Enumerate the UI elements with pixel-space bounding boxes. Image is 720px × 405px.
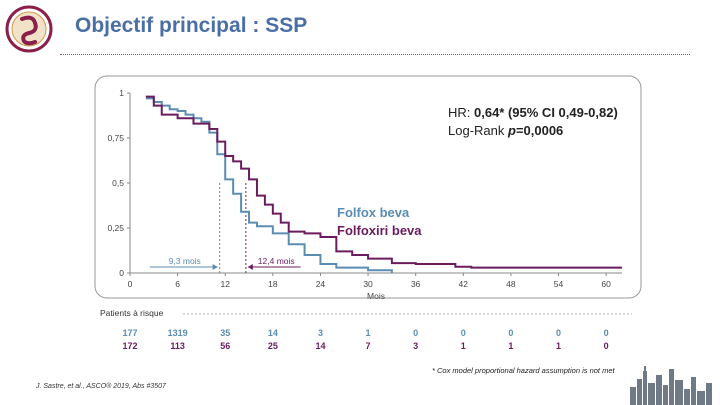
legend-folfoxiri: Folfoxiri beva: [337, 223, 422, 238]
at-risk-folfox-count: 35: [220, 328, 230, 338]
folfox-beva-curve: [145, 97, 393, 273]
cox-footnote: * Cox model proportional hazard assumpti…: [432, 366, 615, 375]
x-tick-label: 6: [175, 279, 180, 289]
hr-stat: HR: 0,64* (95% CI 0,49-0,82): [448, 105, 618, 120]
at-risk-folfoxiri-count: 7: [366, 341, 371, 351]
folfoxiri-arrow-head: [247, 264, 253, 270]
at-risk-folfoxiri-count: 1: [508, 341, 513, 351]
folfoxiri-median-label: 12,4 mois: [258, 256, 295, 266]
legend-folfox: Folfox beva: [337, 205, 410, 220]
folfox-median-label: 9,3 mois: [169, 256, 201, 266]
at-risk-folfoxiri-count: 3: [413, 341, 418, 351]
x-tick-label: 0: [128, 279, 133, 289]
x-axis-label: Mois: [367, 291, 385, 301]
slide-title: Objectif principal : SSP: [75, 14, 308, 37]
citation: J. Sastre, et al., ASCO® 2019, Abs #3507: [36, 383, 166, 390]
y-tick-label: 0,5: [112, 178, 124, 188]
at-risk-folfoxiri-count: 113: [170, 341, 185, 351]
x-tick-label: 42: [459, 279, 469, 289]
median-guides: 9,3 mois 12,4 mois: [149, 183, 301, 273]
y-tick-label: 0,25: [107, 223, 124, 233]
x-tick-label: 54: [554, 279, 564, 289]
y-tick-label: 0,75: [107, 133, 124, 143]
at-risk-folfox-count: 0: [508, 328, 513, 338]
at-risk-table: 177 172 1319 113 35 56 14 25 3 14 1 7 0 3 0 1 0 1 0 1 0 0: [122, 328, 608, 351]
at-risk-folfox-count: 0: [604, 328, 609, 338]
at-risk-folfox-count: 14: [268, 328, 278, 338]
at-risk-folfoxiri-count: 1: [556, 341, 561, 351]
x-tick-label: 24: [316, 279, 326, 289]
survival-curves: [145, 95, 622, 273]
logrank-stat: Log-Rank p=0,0006: [448, 123, 563, 138]
y-tick-label: 0: [119, 268, 124, 278]
at-risk-folfoxiri-count: 14: [315, 341, 325, 351]
x-tick-label: 60: [601, 279, 611, 289]
at-risk-folfox-count: 0: [413, 328, 418, 338]
title-divider: [60, 54, 690, 55]
at-risk-folfox-count: 177: [122, 328, 137, 338]
folfox-arrow-head: [212, 264, 218, 270]
at-risk-folfox-count: 0: [461, 328, 466, 338]
at-risk-folfoxiri-count: 0: [604, 341, 609, 351]
at-risk-folfox-count: 1319: [168, 328, 188, 338]
city-skyline-decoration: [630, 366, 712, 405]
y-tick-label: 1: [119, 88, 124, 98]
at-risk-folfoxiri-count: 172: [122, 341, 137, 351]
at-risk-folfox-count: 3: [318, 328, 323, 338]
x-tick-label: 48: [506, 279, 516, 289]
x-tick-label: 12: [220, 279, 230, 289]
at-risk-folfox-count: 1: [366, 328, 371, 338]
at-risk-label: Patients à risque: [100, 308, 164, 318]
x-tick-label: 36: [411, 279, 421, 289]
folfoxiri-beva-curve: [145, 95, 622, 269]
x-tick-label: 18: [268, 279, 278, 289]
at-risk-folfoxiri-count: 25: [268, 341, 278, 351]
at-risk-folfox-count: 0: [556, 328, 561, 338]
congress-logo: [5, 5, 53, 53]
at-risk-folfoxiri-count: 56: [220, 341, 230, 351]
chart-frame: [94, 75, 642, 299]
x-tick-label: 30: [363, 279, 373, 289]
axes: 0 0,25 0,5 0,75 1 0 6 12 18 24 30 36 42 48 54 60 Mois: [107, 88, 622, 301]
at-risk-folfoxiri-count: 1: [461, 341, 466, 351]
